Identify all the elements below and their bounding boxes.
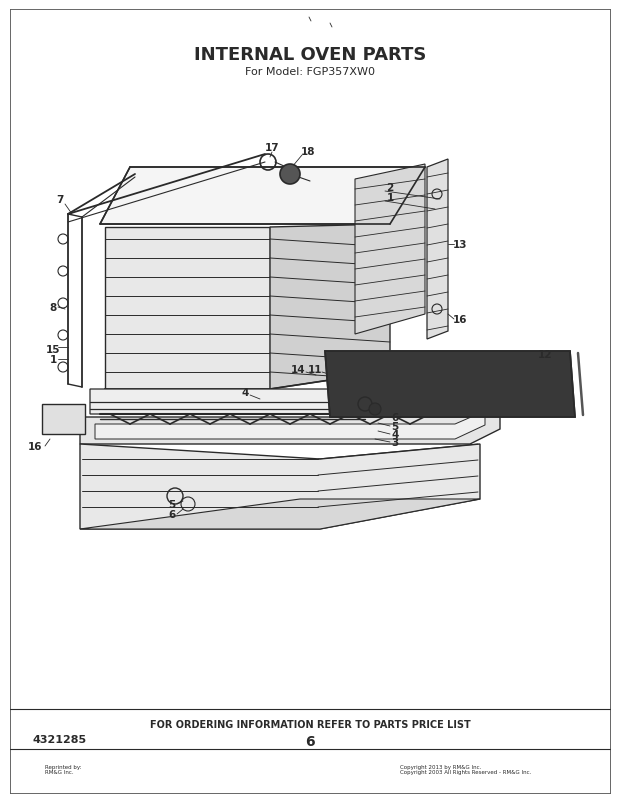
Polygon shape bbox=[42, 405, 85, 434]
Circle shape bbox=[280, 165, 300, 185]
Text: 18: 18 bbox=[301, 147, 315, 157]
Polygon shape bbox=[80, 444, 480, 529]
Text: 7: 7 bbox=[56, 195, 64, 205]
Polygon shape bbox=[270, 225, 390, 389]
Text: 4321285: 4321285 bbox=[33, 734, 87, 744]
Polygon shape bbox=[427, 160, 448, 340]
Polygon shape bbox=[95, 411, 485, 439]
Text: 5: 5 bbox=[391, 422, 399, 431]
Text: INTERNAL OVEN PARTS: INTERNAL OVEN PARTS bbox=[194, 46, 426, 64]
Text: 8: 8 bbox=[50, 303, 56, 312]
Text: 1: 1 bbox=[386, 193, 394, 202]
Polygon shape bbox=[100, 168, 425, 225]
Text: 6: 6 bbox=[305, 734, 315, 748]
Text: 4: 4 bbox=[391, 430, 399, 439]
Text: 16: 16 bbox=[453, 315, 467, 324]
Text: 17: 17 bbox=[265, 143, 280, 153]
Text: 3: 3 bbox=[391, 438, 399, 447]
Circle shape bbox=[369, 403, 381, 415]
Polygon shape bbox=[355, 165, 425, 335]
Text: 4: 4 bbox=[241, 388, 249, 397]
Text: For Model: FGP357XW0: For Model: FGP357XW0 bbox=[245, 67, 375, 77]
Text: 11: 11 bbox=[308, 365, 322, 374]
Text: 14: 14 bbox=[291, 365, 305, 374]
Text: 5: 5 bbox=[169, 499, 175, 509]
Text: 1: 1 bbox=[50, 355, 56, 365]
Text: 6: 6 bbox=[169, 509, 175, 520]
Text: FOR ORDERING INFORMATION REFER TO PARTS PRICE LIST: FOR ORDERING INFORMATION REFER TO PARTS … bbox=[149, 719, 471, 729]
Polygon shape bbox=[80, 499, 480, 529]
Polygon shape bbox=[80, 405, 500, 444]
Text: 15: 15 bbox=[46, 344, 60, 355]
Polygon shape bbox=[90, 377, 480, 414]
Polygon shape bbox=[105, 228, 270, 389]
Text: 12: 12 bbox=[538, 349, 552, 360]
Polygon shape bbox=[325, 352, 575, 418]
Text: Copyright 2013 by RM&G Inc.
Copyright 2003 All Rights Reserved - RM&G Inc.: Copyright 2013 by RM&G Inc. Copyright 20… bbox=[400, 764, 531, 774]
Text: 16: 16 bbox=[28, 442, 42, 451]
Text: Reprinted by:
RM&G Inc.: Reprinted by: RM&G Inc. bbox=[45, 764, 82, 774]
Text: 13: 13 bbox=[453, 240, 467, 250]
Text: 6: 6 bbox=[391, 413, 399, 422]
Text: 2: 2 bbox=[386, 183, 394, 193]
